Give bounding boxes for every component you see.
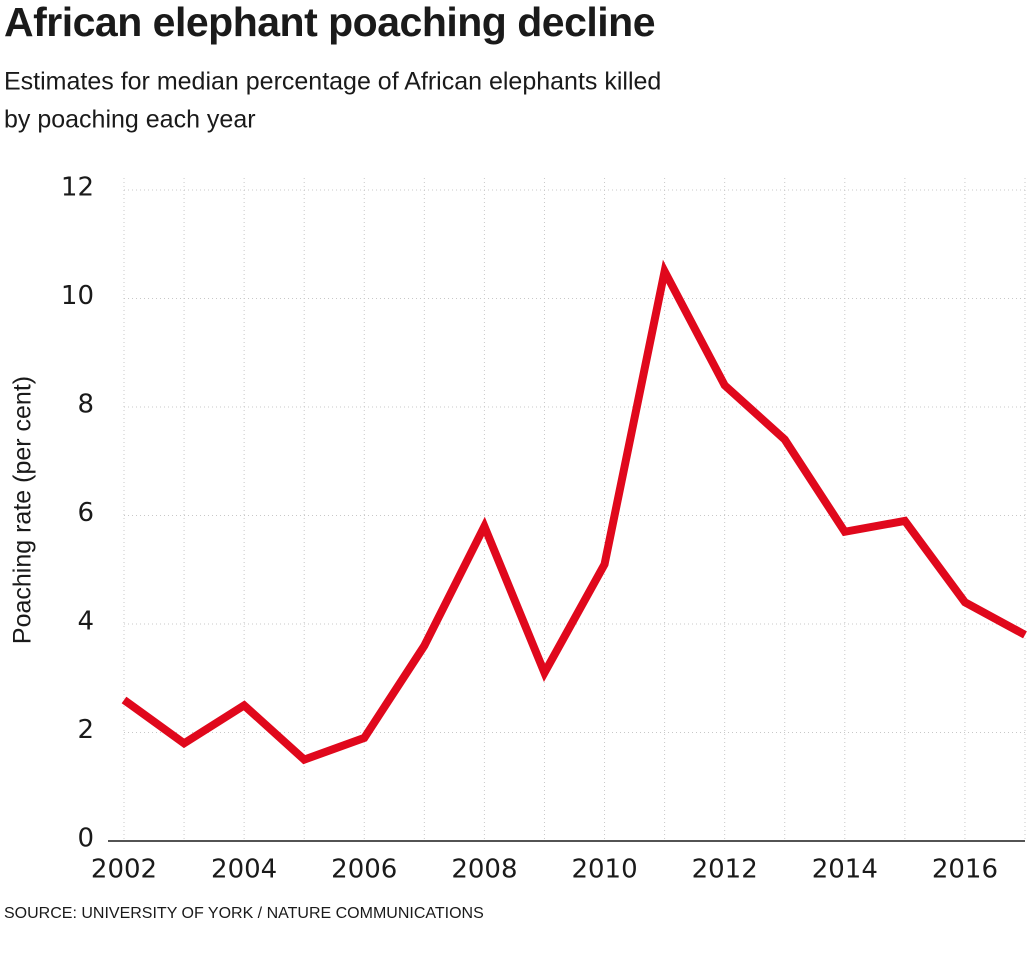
x-tick-label: 2010 — [571, 855, 637, 885]
y-tick-label: 4 — [77, 607, 94, 637]
y-tick-label: 12 — [61, 173, 94, 203]
chart-subtitle: by poaching each year — [4, 106, 256, 134]
x-tick-label: 2006 — [331, 855, 397, 885]
line — [121, 259, 1027, 765]
x-tick-label: 2002 — [91, 855, 157, 885]
y-tick-label: 2 — [77, 715, 94, 745]
x-tick-label: 2004 — [211, 855, 277, 885]
y-tick-label: 0 — [77, 824, 94, 854]
x-tick-label: 2016 — [932, 855, 998, 885]
x-tick-label: 2012 — [692, 855, 758, 885]
x-tick-label: 2014 — [812, 855, 878, 885]
y-axis-label: Poaching rate (per cent) — [9, 376, 37, 644]
source: SOURCE: UNIVERSITY OF YORK / NATURE COMM… — [4, 905, 484, 922]
x-tick-label: 2008 — [451, 855, 517, 885]
chart-subtitle: Estimates for median percentage of Afric… — [4, 68, 661, 96]
y-tick-label: 8 — [77, 390, 94, 420]
y-tick-label: 10 — [61, 281, 94, 311]
y-tick-label: 6 — [77, 498, 94, 528]
chart-title: African elephant poaching decline — [4, 0, 655, 45]
